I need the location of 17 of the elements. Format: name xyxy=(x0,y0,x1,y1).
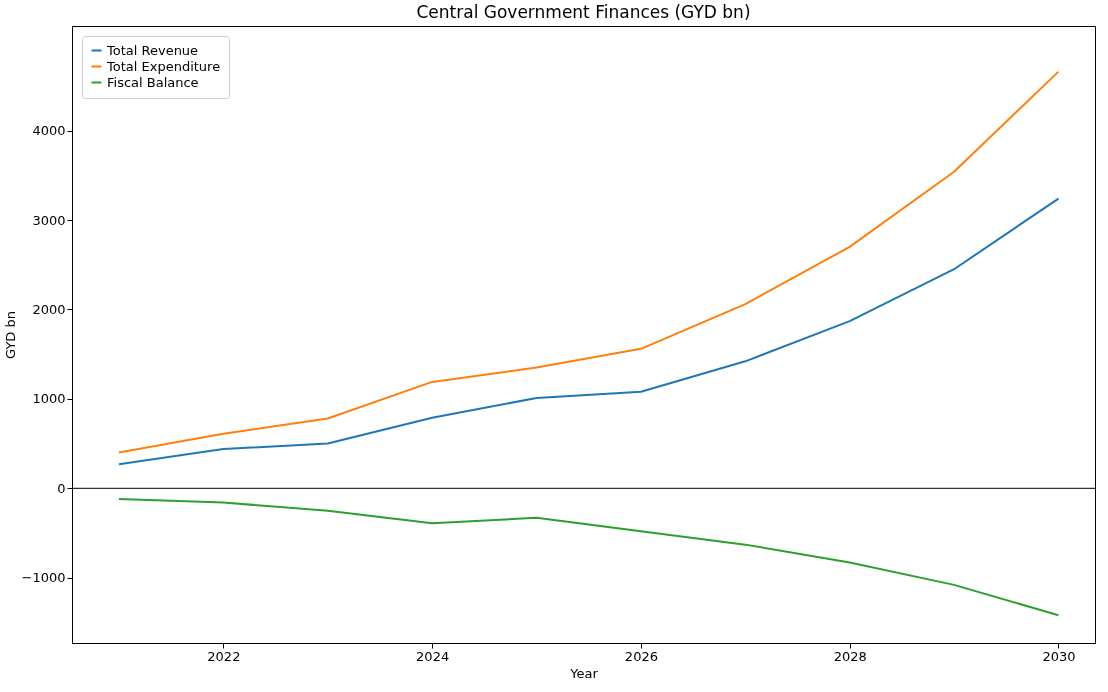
x-tick-label: 2022 xyxy=(207,648,241,664)
x-tick-label: 2026 xyxy=(624,648,658,664)
y-tick-label: 3000 xyxy=(32,212,66,228)
x-axis-title: Year xyxy=(569,665,599,681)
y-tick-label: −1000 xyxy=(21,570,66,586)
legend-label: Total Revenue xyxy=(106,42,199,58)
legend-label: Fiscal Balance xyxy=(107,74,199,90)
x-tick-label: 2024 xyxy=(416,648,450,664)
y-tick-label: 4000 xyxy=(32,123,66,139)
y-tick-label: 1000 xyxy=(32,391,66,407)
chart-title: Central Government Finances (GYD bn) xyxy=(416,2,751,22)
legend-label: Total Expenditure xyxy=(106,58,221,74)
y-axis-title: GYD bn xyxy=(2,310,18,360)
y-tick-label: 2000 xyxy=(32,301,66,317)
y-tick-label: 0 xyxy=(57,480,66,496)
x-tick-label: 2028 xyxy=(833,648,867,664)
x-tick-label: 2030 xyxy=(1042,648,1076,664)
